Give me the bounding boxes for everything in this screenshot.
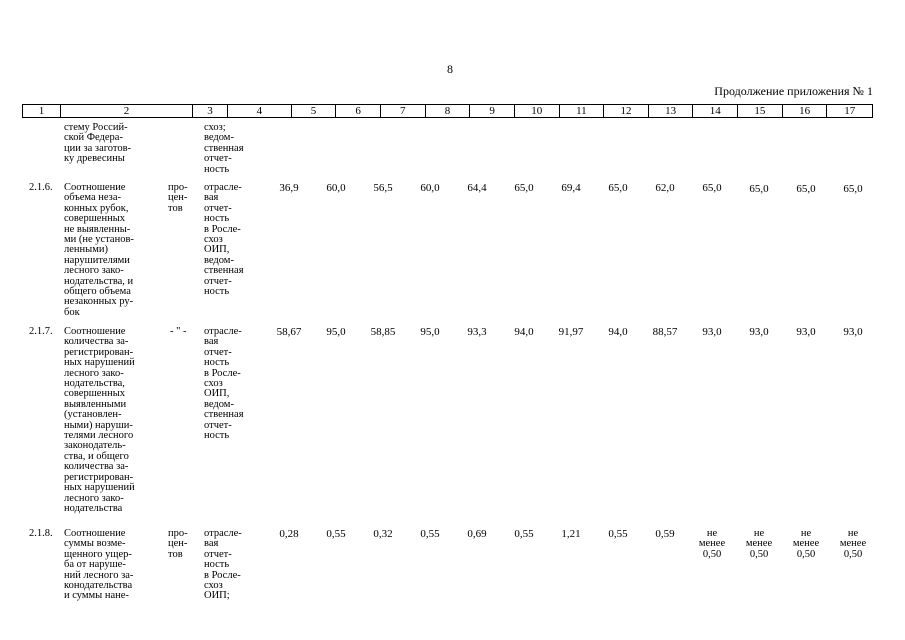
value-col-16: 65,0	[796, 183, 816, 195]
row-indicator: Соотношение объема неза- конных рубок, с…	[64, 182, 134, 318]
header-col-10: 10	[515, 105, 560, 117]
page-number: 8	[447, 62, 453, 76]
value-col-6: 0,55	[326, 528, 346, 540]
value-col-7: 56,5	[373, 182, 393, 194]
header-col-13: 13	[649, 105, 694, 117]
value-col-5: 58,67	[276, 326, 302, 338]
value-col-15: 65,0	[749, 183, 769, 195]
header-col-17: 17	[844, 105, 856, 117]
value-col-9: 93,3	[467, 326, 487, 338]
value-col-9: 0,69	[467, 528, 487, 540]
value-col-6: 95,0	[326, 326, 346, 338]
value-col-13: 62,0	[655, 182, 675, 194]
value-col-5: 36,9	[279, 182, 299, 194]
header-col-15: 15	[738, 105, 783, 117]
row-unit: про- цен- тов	[168, 182, 188, 214]
value-col-13: 0,59	[655, 528, 675, 540]
header-col-6: 6	[336, 105, 381, 117]
value-col-14: не менее 0,50	[698, 528, 726, 560]
row-source: отрасле- вая отчет- ность в Росле- схоз …	[204, 528, 242, 602]
row-unit: - " -	[170, 326, 187, 337]
fragment-indicator-text: стему Россий- ской Федера- ции за загото…	[64, 122, 132, 165]
header-col-16: 16	[783, 105, 828, 117]
value-col-17: 65,0	[843, 183, 863, 195]
header-col-7: 7	[381, 105, 426, 117]
continuation-label: Продолжение приложения № 1	[714, 84, 873, 98]
header-col-5: 5	[292, 105, 337, 117]
value-col-16: не менее 0,50	[792, 528, 820, 560]
value-col-10: 65,0	[514, 182, 534, 194]
value-col-8: 0,55	[420, 528, 440, 540]
row-source: отрасле- вая отчет- ность в Росле- схоз …	[204, 326, 244, 442]
header-col-3: 3	[193, 105, 229, 117]
header-col-2: 2	[61, 105, 193, 117]
header-col-11: 11	[560, 105, 605, 117]
value-col-13: 88,57	[652, 326, 678, 338]
value-col-10: 94,0	[514, 326, 534, 338]
value-col-7: 0,32	[373, 528, 393, 540]
value-col-15: 93,0	[749, 326, 769, 338]
value-col-16: 93,0	[796, 326, 816, 338]
value-col-15: не менее 0,50	[745, 528, 773, 560]
row-unit: про- цен- тов	[168, 528, 188, 560]
value-col-5: 0,28	[279, 528, 299, 540]
value-col-11: 91,97	[558, 326, 584, 338]
row-code: 2.1.7.	[29, 326, 53, 337]
header-col-8: 8	[426, 105, 471, 117]
value-col-17: 93,0	[843, 326, 863, 338]
header-col-9: 9	[470, 105, 515, 117]
value-col-8: 60,0	[420, 182, 440, 194]
row-indicator: Соотношение количества за- регистрирован…	[64, 326, 135, 514]
value-col-7: 58,85	[370, 326, 396, 338]
header-col-4: 4	[228, 105, 292, 117]
value-col-11: 69,4	[561, 182, 581, 194]
row-code: 2.1.6.	[29, 182, 53, 193]
value-col-11: 1,21	[561, 528, 581, 540]
value-col-10: 0,55	[514, 528, 534, 540]
row-indicator: Соотношение суммы возме- щенного ущер- б…	[64, 528, 134, 602]
value-col-9: 64,4	[467, 182, 487, 194]
value-col-12: 94,0	[608, 326, 628, 338]
header-col-1: 1	[23, 105, 61, 117]
row-code: 2.1.8.	[29, 528, 53, 539]
value-col-8: 95,0	[420, 326, 440, 338]
value-col-6: 60,0	[326, 182, 346, 194]
row-source: отрасле- вая отчет- ность в Росле- схоз …	[204, 182, 244, 298]
table-header-row: 1 2 3 4 5 6 7 8 9 10 11 12 13 14 15 16 1…	[22, 104, 873, 118]
value-col-12: 0,55	[608, 528, 628, 540]
value-col-14: 65,0	[702, 182, 722, 194]
fragment-source-text: схоз; ведом- ственная отчет- ность	[204, 122, 244, 175]
header-col-12: 12	[604, 105, 649, 117]
header-col-14: 14	[693, 105, 739, 117]
value-col-14: 93,0	[702, 326, 722, 338]
value-col-17: не менее 0,50	[839, 528, 867, 560]
value-col-12: 65,0	[608, 182, 628, 194]
